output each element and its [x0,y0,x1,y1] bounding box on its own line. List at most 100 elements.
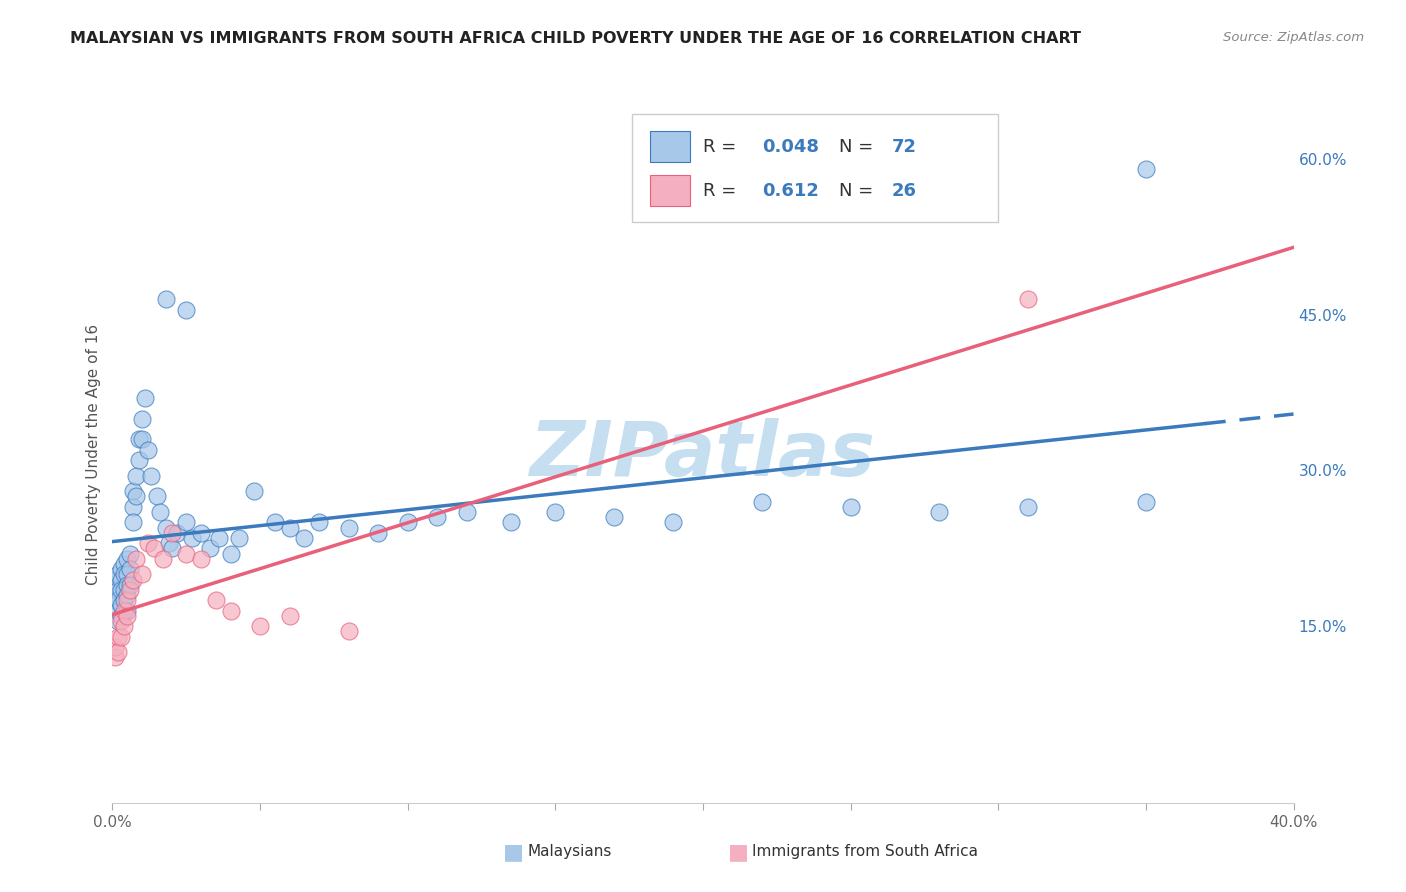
Point [278,608,301,623]
Point [122,573,145,587]
Point [1135,162,1157,177]
Point [205,593,228,607]
Point [117,567,138,582]
Point [208,531,231,545]
Point [136,536,159,550]
Point [110,573,132,587]
Text: MALAYSIAN VS IMMIGRANTS FROM SOUTH AFRICA CHILD POVERTY UNDER THE AGE OF 16 CORR: MALAYSIAN VS IMMIGRANTS FROM SOUTH AFRIC… [70,31,1081,46]
Point [131,411,153,425]
Point [1135,494,1157,508]
FancyBboxPatch shape [650,131,690,162]
Point [243,484,266,499]
Point [110,582,132,597]
Point [928,505,950,519]
Point [117,608,138,623]
Point [292,531,315,545]
Text: Malaysians: Malaysians [527,845,612,859]
Text: R =: R = [703,182,748,200]
Point [501,516,523,530]
Point [120,562,142,576]
Point [198,541,221,556]
Point [662,516,685,530]
Point [120,578,142,592]
Point [155,520,177,534]
Point [174,516,197,530]
Point [219,604,242,618]
Text: 26: 26 [891,182,917,200]
Text: N =: N = [839,137,879,156]
Point [117,604,138,618]
Point [112,567,135,582]
Point [104,593,127,607]
Point [125,468,148,483]
Point [120,547,142,561]
Point [112,557,135,571]
Point [131,433,153,447]
Point [1017,292,1039,306]
Point [308,516,330,530]
Point [110,562,132,576]
Text: ■: ■ [503,842,523,862]
Point [426,510,449,524]
Point [219,547,242,561]
Point [131,567,153,582]
Point [249,619,271,633]
Point [128,453,150,467]
Point [139,468,162,483]
Point [117,593,138,607]
Point [228,531,250,545]
Point [544,505,567,519]
Point [337,624,360,639]
Point [104,582,127,597]
Point [104,650,127,665]
Point [160,541,183,556]
Point [110,599,132,613]
Y-axis label: Child Poverty Under the Age of 16: Child Poverty Under the Age of 16 [86,325,101,585]
Point [122,500,145,514]
Point [107,582,129,597]
Text: Source: ZipAtlas.com: Source: ZipAtlas.com [1223,31,1364,45]
Point [110,608,132,623]
Point [107,604,129,618]
Text: Immigrants from South Africa: Immigrants from South Africa [752,845,979,859]
Point [107,614,129,628]
Text: ■: ■ [728,842,748,862]
Point [125,490,148,504]
Point [155,292,177,306]
Point [751,494,773,508]
Point [112,604,135,618]
Point [839,500,862,514]
Point [125,551,148,566]
Point [128,433,150,447]
Point [149,505,172,519]
Point [107,593,129,607]
Point [190,525,212,540]
Point [110,630,132,644]
FancyBboxPatch shape [633,114,998,222]
Point [1017,500,1039,514]
Point [112,582,135,597]
Point [337,520,360,534]
Point [104,573,127,587]
Point [120,582,142,597]
Point [136,442,159,457]
Point [110,614,132,628]
Point [146,490,169,504]
Text: 72: 72 [891,137,917,156]
Point [181,531,204,545]
Point [367,525,389,540]
Point [107,645,129,659]
Point [152,551,174,566]
Point [112,593,135,607]
Point [174,547,197,561]
Point [456,505,478,519]
Text: N =: N = [839,182,879,200]
FancyBboxPatch shape [650,175,690,206]
Point [278,520,301,534]
Point [264,516,287,530]
Point [107,567,129,582]
Text: 0.612: 0.612 [762,182,818,200]
Text: ZIPatlas: ZIPatlas [530,418,876,491]
Point [107,630,129,644]
Point [160,525,183,540]
